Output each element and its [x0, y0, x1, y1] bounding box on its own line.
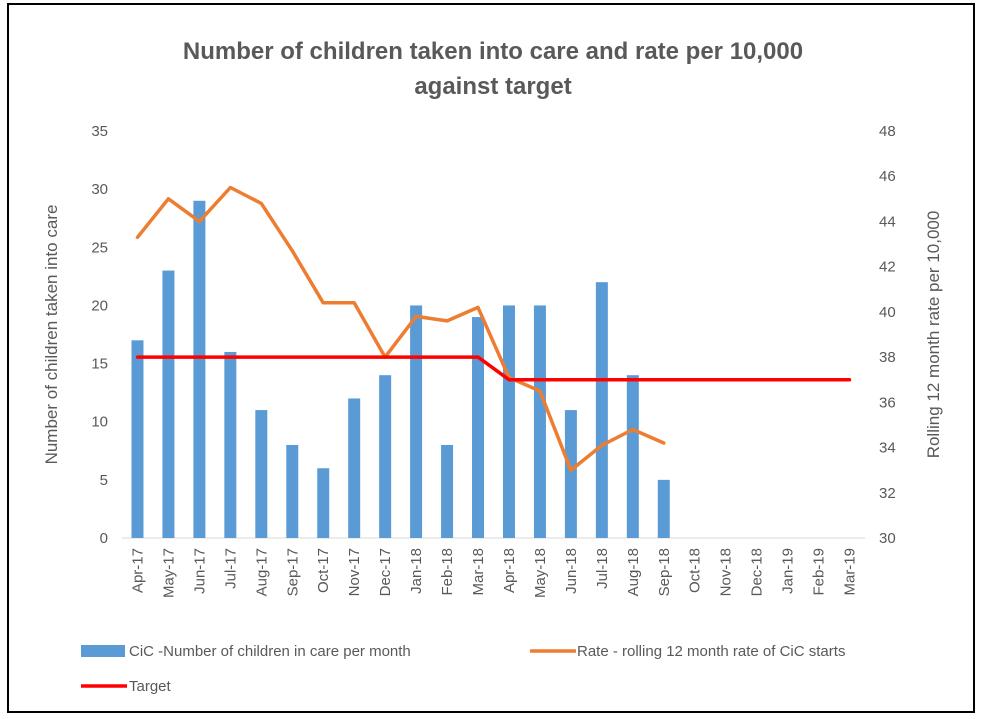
- line-series: [135, 185, 852, 472]
- x-tick-label: Feb-19: [811, 548, 828, 596]
- y-tick-label: 30: [91, 181, 108, 198]
- bar: [348, 398, 361, 538]
- x-tick-label: May-18: [532, 548, 549, 598]
- x-tick-label: Mar-19: [842, 548, 859, 596]
- bar: [502, 305, 515, 538]
- legend-label: CiC -Number of children in care per mont…: [129, 643, 411, 660]
- y2-tick-label: 44: [879, 213, 896, 230]
- bar: [255, 410, 268, 538]
- y2-tick-label: 32: [879, 485, 896, 502]
- x-tick-label: Dec-18: [749, 548, 766, 596]
- y-tick-label: 20: [91, 297, 108, 314]
- chart-title-line: Number of children taken into care and r…: [183, 38, 803, 65]
- bar: [564, 410, 577, 538]
- y2-tick-label: 40: [879, 304, 896, 321]
- x-tick-label: Oct-18: [687, 548, 704, 593]
- y2-tick-label: 46: [879, 168, 896, 185]
- x-tick-label: Jun-17: [191, 548, 208, 594]
- bar: [657, 479, 670, 538]
- y-tick-label: 0: [100, 530, 108, 547]
- bar: [626, 375, 639, 538]
- bar: [472, 317, 485, 538]
- y-axis-title: Number of children taken into care: [42, 205, 61, 465]
- legend: CiC -Number of children in care per mont…: [81, 643, 845, 695]
- bar-series: [131, 200, 670, 538]
- bar: [595, 282, 608, 538]
- bar: [193, 200, 206, 538]
- chart-frame: Number of children taken into care and r…: [7, 3, 975, 713]
- y-tick-label: 10: [91, 414, 108, 431]
- x-tick-label: Sep-17: [284, 548, 301, 596]
- bar: [131, 340, 144, 538]
- chart-svg: Number of children taken into care and r…: [42, 38, 943, 695]
- x-tick-label: Mar-18: [470, 548, 487, 596]
- x-tick-label: Nov-17: [346, 548, 363, 596]
- bar: [379, 375, 392, 538]
- bar: [162, 270, 175, 538]
- y2-tick-label: 48: [879, 123, 896, 140]
- x-tick-label: Oct-17: [315, 548, 332, 593]
- x-tick-label: Apr-17: [129, 548, 146, 593]
- x-tick-label: Aug-17: [253, 548, 270, 596]
- bar: [410, 305, 423, 538]
- y2-tick-label: 36: [879, 394, 896, 411]
- x-tick-label: Apr-18: [501, 548, 518, 593]
- x-tick-label: May-17: [160, 548, 177, 598]
- series-line: [135, 355, 852, 382]
- y2-tick-label: 30: [879, 530, 896, 547]
- chart-title: Number of children taken into care and r…: [183, 38, 803, 100]
- bar: [224, 351, 237, 538]
- y-tick-label: 25: [91, 239, 108, 256]
- x-tick-label: Jan-18: [408, 548, 425, 594]
- y-tick-label: 35: [91, 123, 108, 140]
- y2-tick-label: 34: [879, 440, 896, 457]
- x-tick-label: Nov-18: [718, 548, 735, 596]
- bar: [286, 444, 299, 538]
- y-tick-label: 5: [100, 472, 108, 489]
- x-tick-label: Jul-18: [594, 548, 611, 589]
- chart-title-line: against target: [414, 73, 571, 100]
- series-line: [135, 185, 666, 472]
- x-tick-label: Aug-18: [625, 548, 642, 596]
- axes: 0 5 10 15 20 25 30 35 30 32 34 36 38 40 42 44 46 48 Apr-17…: [42, 123, 943, 598]
- x-tick-label: Dec-17: [377, 548, 394, 596]
- y2-axis-title: Rolling 12 month rate per 10,000: [924, 211, 943, 459]
- y2-tick-label: 42: [879, 259, 896, 276]
- bar: [317, 468, 330, 538]
- x-tick-label: Jan-19: [780, 548, 797, 594]
- legend-label: Target: [129, 678, 172, 695]
- x-tick-label: Sep-18: [656, 548, 673, 596]
- bar: [533, 305, 546, 538]
- legend-label: Rate - rolling 12 month rate of CiC star…: [577, 643, 845, 660]
- x-tick-label: Jun-18: [563, 548, 580, 594]
- y2-tick-label: 38: [879, 349, 896, 366]
- y-tick-label: 15: [91, 356, 108, 373]
- x-tick-label: Feb-18: [439, 548, 456, 596]
- bar: [441, 444, 454, 538]
- legend-swatch-bar: [81, 645, 125, 657]
- x-tick-label: Jul-17: [222, 548, 239, 589]
